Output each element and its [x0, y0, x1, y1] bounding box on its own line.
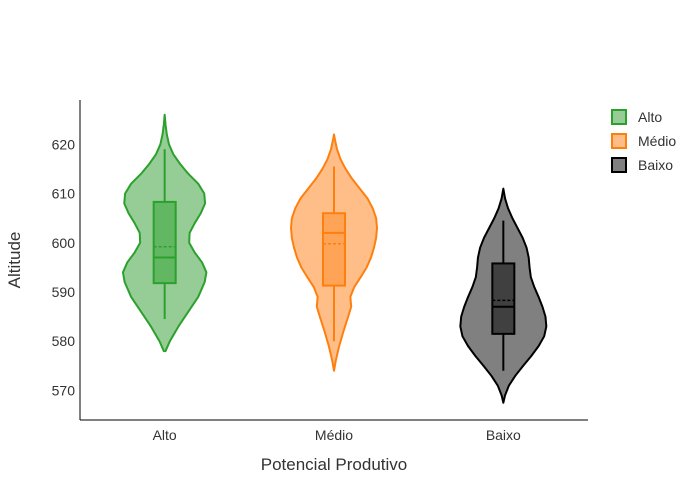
y-tick-label: 590	[52, 284, 76, 300]
x-tick-label: Alto	[153, 427, 177, 443]
y-tick-label: 600	[52, 235, 76, 251]
legend-label: Baixo	[638, 157, 673, 173]
violin-baixo	[459, 187, 548, 404]
x-tick-label: Baixo	[486, 427, 521, 443]
legend-label: Médio	[638, 133, 676, 149]
y-axis-title: Altitude	[5, 232, 24, 289]
y-tick-label: 610	[52, 186, 76, 202]
x-tick-label: Médio	[315, 427, 353, 443]
legend-item[interactable]: Médio	[611, 133, 676, 149]
legend-swatch	[611, 157, 627, 173]
legend-item[interactable]: Baixo	[611, 157, 673, 173]
legend-swatch	[611, 109, 627, 125]
violin-m-dio	[290, 133, 378, 372]
y-tick-label: 620	[52, 136, 76, 152]
iqr-box	[491, 262, 516, 335]
y-tick-labels: 570 580 590 600 610 620	[52, 136, 76, 398]
x-tick-labels: Alto Médio Baixo	[153, 427, 521, 443]
legend: Alto Médio Baixo	[611, 109, 676, 173]
x-axis-title: Potencial Produtivo	[261, 455, 407, 474]
violin-alto	[121, 113, 208, 353]
legend-label: Alto	[638, 109, 662, 125]
legend-swatch	[611, 133, 627, 149]
iqr-box	[152, 200, 177, 285]
iqr-box	[322, 212, 346, 287]
axes	[79, 100, 588, 421]
plot-area	[121, 113, 548, 404]
legend-item[interactable]: Alto	[611, 109, 662, 125]
y-tick-label: 570	[52, 382, 76, 398]
y-tick-label: 580	[52, 333, 76, 349]
